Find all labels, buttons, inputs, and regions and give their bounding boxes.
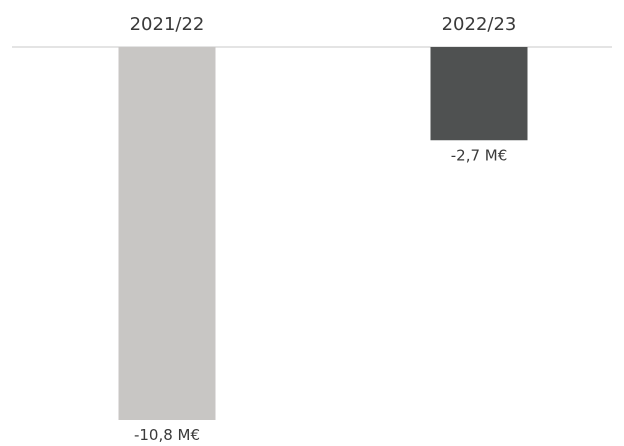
category-label: 2022/23 [442,14,517,35]
category-label: 2021/22 [130,14,205,35]
bar [430,47,528,141]
data-label: -10,8 M€ [134,426,200,444]
bar [118,47,216,420]
data-label: -2,7 M€ [451,146,508,164]
